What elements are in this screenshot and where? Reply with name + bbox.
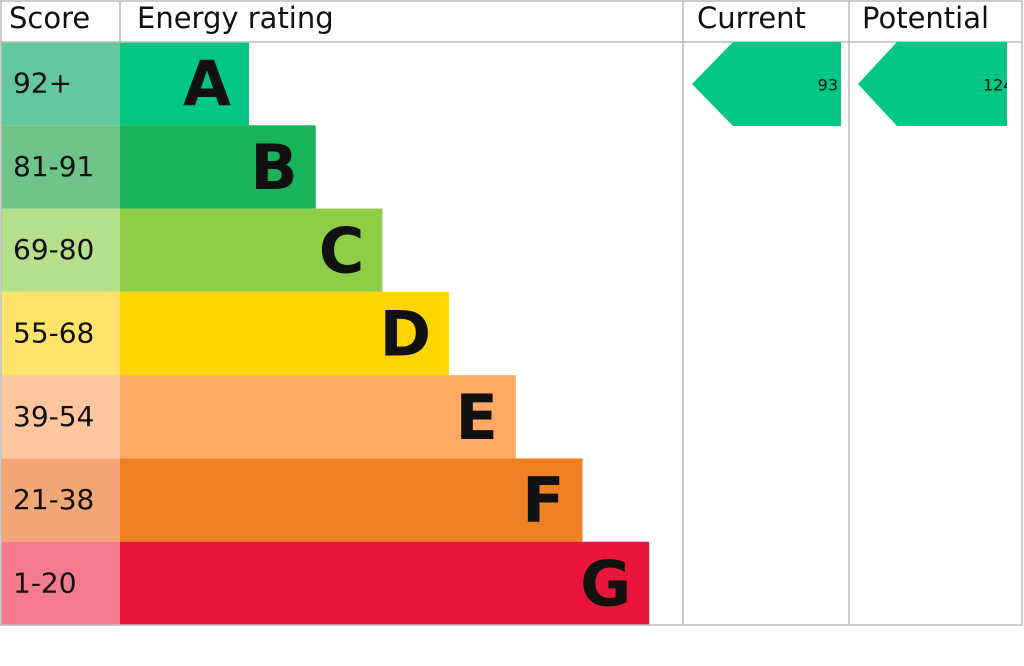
current-arrow: [692, 42, 841, 126]
band-letter: A: [183, 48, 231, 121]
score-label: 92+: [13, 67, 72, 100]
score-label: 69-80: [13, 233, 94, 266]
score-label: 1-20: [13, 566, 77, 599]
header-rating: Energy rating: [137, 1, 334, 35]
band-letter: F: [522, 464, 564, 537]
current-value: 93: [818, 76, 838, 95]
score-cell: [1, 541, 120, 625]
score-cell: [1, 208, 120, 292]
rating-bar: [120, 208, 383, 292]
band-letter: G: [580, 547, 631, 620]
rating-bar: [120, 125, 316, 209]
band-letter: B: [250, 131, 297, 204]
header-current: Current: [697, 1, 806, 35]
rating-bar: [120, 42, 249, 126]
score-cell: [1, 375, 120, 459]
band-letter: C: [319, 214, 365, 287]
band-letter: E: [455, 381, 497, 454]
potential-value: 124: [983, 76, 1014, 95]
potential-arrow: [858, 42, 1007, 126]
score-label: 21-38: [13, 483, 94, 516]
score-label: 81-91: [13, 150, 94, 183]
rating-bar: [120, 541, 650, 625]
score-cell: [1, 42, 120, 126]
rating-bar: [120, 375, 516, 459]
score-label: 39-54: [13, 400, 94, 433]
header-score: Score: [9, 1, 90, 35]
score-cell: [1, 291, 120, 376]
score-cell: [1, 458, 120, 542]
band-letter: D: [380, 298, 431, 371]
rating-bar: [120, 291, 450, 376]
score-cell: [1, 125, 120, 209]
header-potential: Potential: [862, 1, 989, 35]
rating-bar: [120, 458, 583, 542]
score-label: 55-68: [13, 317, 94, 350]
